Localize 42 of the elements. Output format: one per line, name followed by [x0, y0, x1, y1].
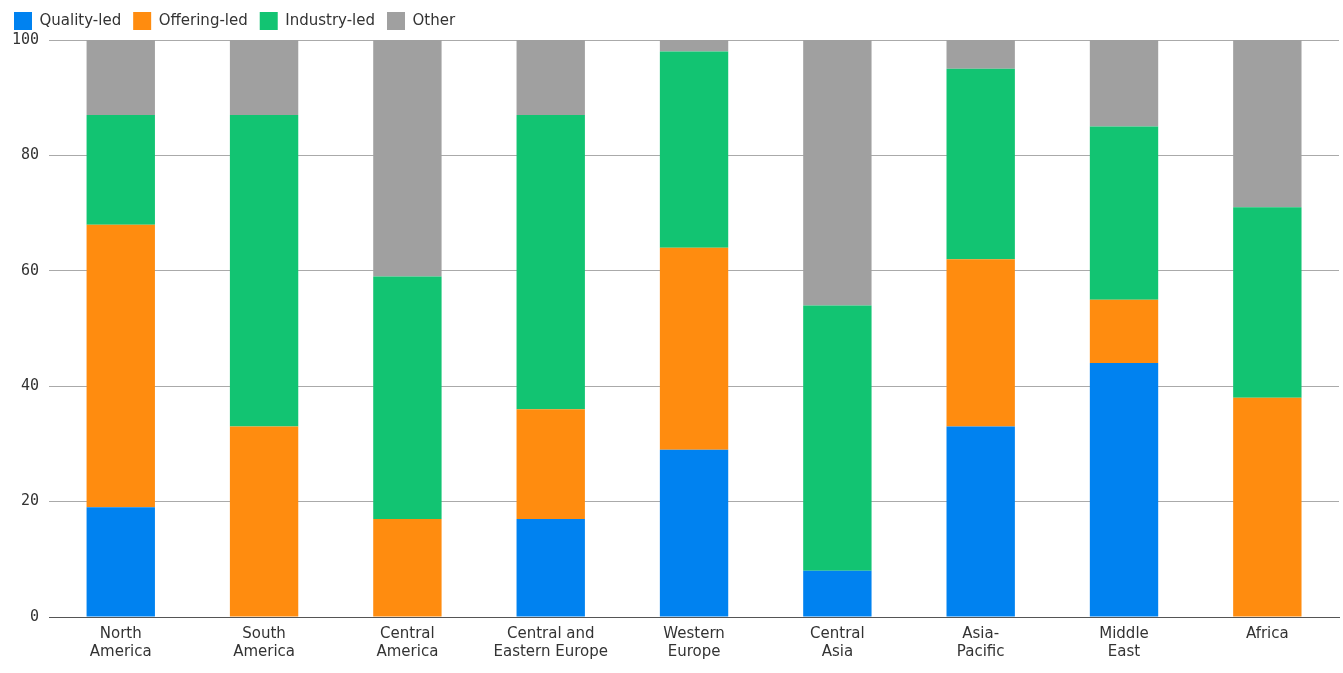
y-tick-label: 60 [21, 260, 40, 279]
bar [516, 518, 585, 617]
bar [1089, 299, 1159, 364]
bar [1233, 207, 1302, 398]
x-tick-label: Africa [1245, 623, 1289, 642]
x-tick-label: Western Europe [663, 623, 725, 660]
bar [516, 115, 585, 410]
bar [229, 115, 299, 427]
bar [1233, 397, 1302, 617]
bar [659, 449, 729, 617]
bar [1089, 126, 1159, 300]
bar [229, 426, 299, 617]
bar [86, 224, 155, 508]
x-tick-label: Middle East [1099, 623, 1149, 660]
y-tick-label: 100 [12, 29, 40, 48]
bar [946, 426, 1015, 617]
bar [86, 507, 155, 617]
x-tick-label: Central Asia [810, 623, 865, 660]
bar [946, 259, 1015, 427]
legend-label: Quality-led [39, 10, 122, 29]
x-tick-label: North America [89, 623, 152, 660]
y-tick-label: 40 [21, 376, 40, 395]
x-tick-label: South America [233, 623, 296, 660]
y-tick-label: 20 [21, 491, 40, 510]
legend-label: Other [412, 10, 456, 29]
legend-label: Offering-led [158, 10, 248, 29]
bar [659, 51, 729, 248]
bar [373, 518, 442, 617]
bar [946, 68, 1015, 260]
x-tick-label: Asia-Pacific [956, 623, 1005, 660]
y-tick-label: 80 [21, 145, 40, 164]
x-tick-label: Central America [376, 623, 439, 660]
legend-label: Industry-led [285, 10, 375, 29]
bar [373, 276, 442, 519]
bar [86, 115, 155, 225]
bar [803, 305, 872, 571]
y-tick-label: 0 [30, 606, 40, 625]
bar [803, 570, 872, 617]
bar [1089, 363, 1159, 617]
bar [516, 409, 585, 519]
x-tick-label: Central and Eastern Europe [493, 623, 608, 660]
bar [659, 247, 729, 450]
